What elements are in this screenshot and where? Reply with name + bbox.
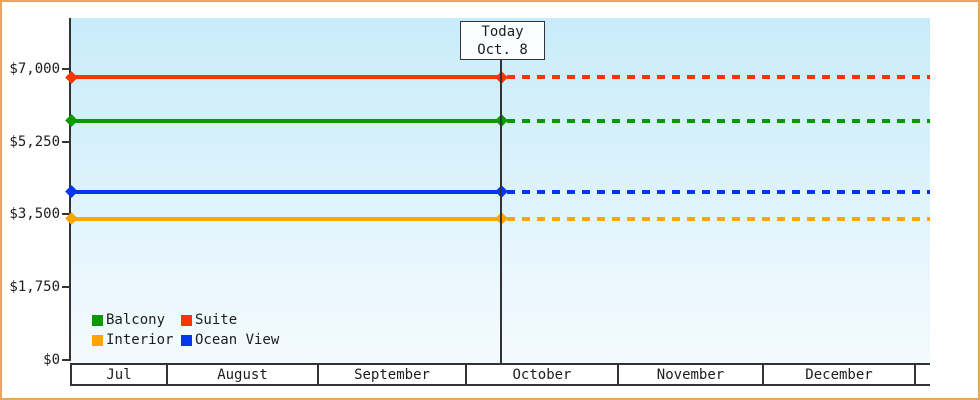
balcony-swatch-icon <box>92 314 103 326</box>
y-axis-label-5250: $5,250 <box>9 134 60 150</box>
y-axis-label-1750: $1,750 <box>9 279 60 295</box>
y-tick-0 <box>62 359 70 361</box>
y-axis-label-3500: $3,500 <box>9 206 60 222</box>
month-cell-partial <box>914 365 930 384</box>
legend-item-balcony: Balcony <box>92 312 165 328</box>
month-cell-jul: Jul <box>70 365 166 384</box>
y-tick-1750 <box>62 286 70 288</box>
month-cell-august: August <box>166 365 317 384</box>
month-label-august: August <box>217 366 268 383</box>
legend-item-ocean-view: Ocean View <box>181 332 279 348</box>
month-label-october: October <box>512 366 572 383</box>
today-callout-date: Oct. 8 <box>477 42 528 58</box>
today-callout-box: Today Oct. 8 <box>460 21 545 60</box>
interior-swatch-icon <box>92 334 103 346</box>
legend-label-balcony: Balcony <box>106 312 166 328</box>
legend-item-interior: Interior <box>92 332 173 348</box>
today-vertical-line <box>500 58 502 363</box>
month-label-september: September <box>354 366 430 383</box>
y-axis-label-0: $0 <box>43 352 60 368</box>
legend-item-suite: Suite <box>181 312 237 328</box>
y-tick-3500 <box>62 213 70 215</box>
x-axis-month-band: Jul August September October November De… <box>70 363 930 386</box>
y-tick-7000 <box>62 68 70 70</box>
month-cell-september: September <box>317 365 465 384</box>
month-label-november: November <box>656 366 725 383</box>
y-axis-label-7000: $7,000 <box>9 61 60 77</box>
month-cell-october: October <box>465 365 617 384</box>
month-label-december: December <box>805 366 873 383</box>
month-cell-december: December <box>762 365 914 384</box>
month-cell-november: November <box>617 365 762 384</box>
ocean-view-swatch-icon <box>181 334 192 346</box>
legend-label-suite: Suite <box>195 312 238 328</box>
suite-swatch-icon <box>181 314 192 326</box>
legend-label-ocean-view: Ocean View <box>195 332 280 348</box>
y-tick-5250 <box>62 141 70 143</box>
legend-label-interior: Interior <box>106 332 174 348</box>
today-callout-title: Today <box>481 24 524 40</box>
month-label-jul: Jul <box>106 366 132 383</box>
